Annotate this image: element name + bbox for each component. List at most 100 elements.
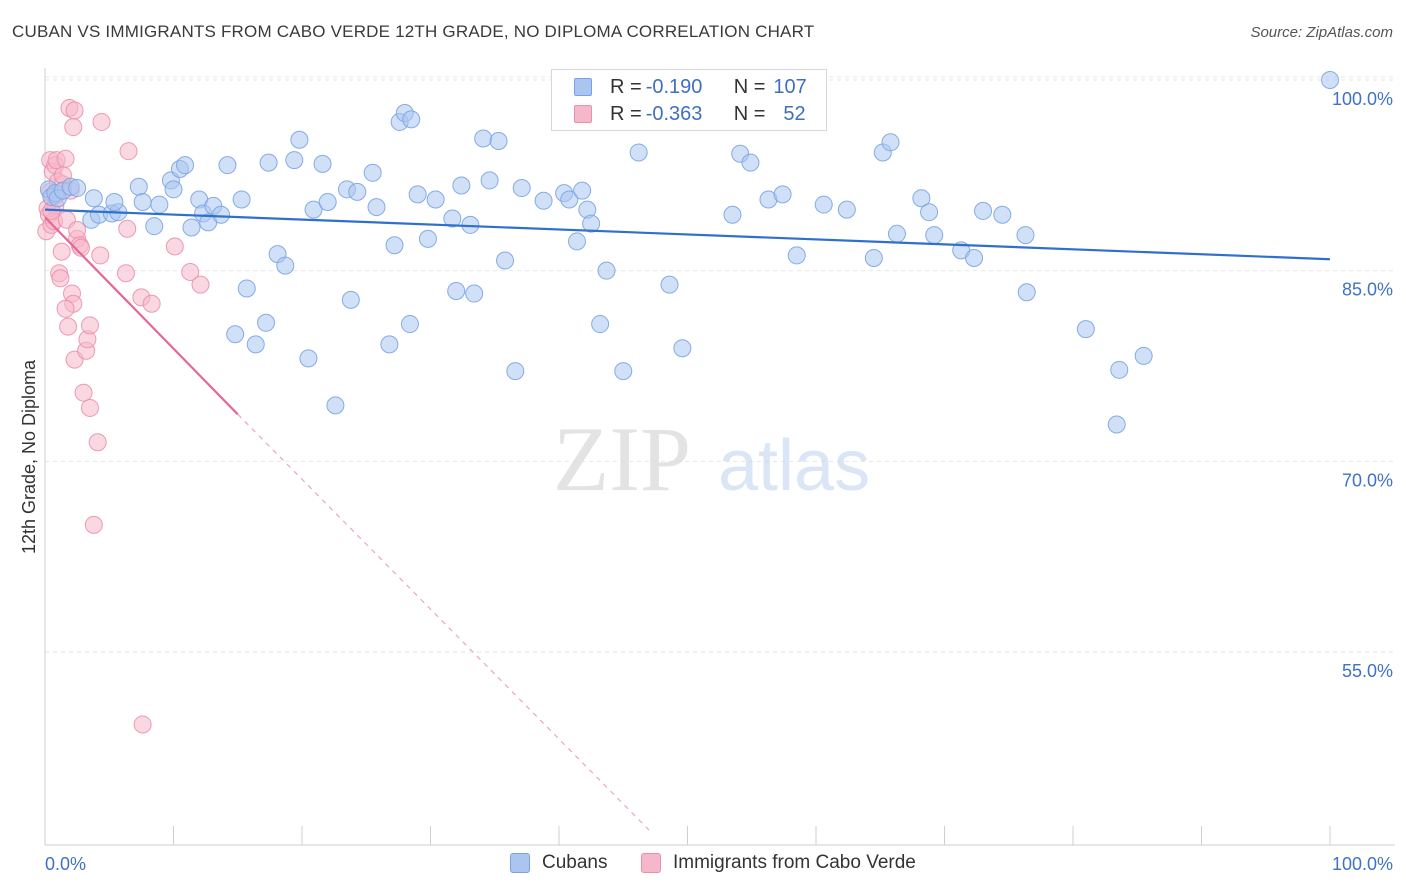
legend-swatch-cubans bbox=[510, 853, 530, 873]
cubans-point bbox=[150, 195, 169, 214]
cubans-point bbox=[176, 156, 195, 175]
cabo-verde-point bbox=[181, 262, 200, 281]
cabo-verde-point bbox=[68, 220, 87, 239]
cubans-point bbox=[887, 224, 906, 243]
cubans-point bbox=[164, 180, 183, 199]
cubans-point bbox=[299, 349, 318, 368]
cubans-point bbox=[380, 335, 399, 354]
cubans-point bbox=[1107, 415, 1126, 434]
watermark-zip: ZIP bbox=[553, 408, 691, 510]
cubans-point bbox=[1017, 283, 1036, 302]
cabo-verde-point bbox=[52, 242, 71, 261]
cubans-point bbox=[614, 362, 633, 381]
cubans-point bbox=[318, 193, 337, 212]
y-tick-label: 55.0% bbox=[1342, 661, 1393, 681]
cubans-point bbox=[1321, 71, 1339, 89]
cubans-point bbox=[506, 362, 525, 381]
cubans-point bbox=[1016, 226, 1035, 245]
cubans-point bbox=[993, 205, 1012, 224]
legend-swatch-cubans bbox=[574, 78, 592, 96]
cubans-point bbox=[402, 110, 421, 129]
cabo-verde-point bbox=[51, 269, 70, 288]
cubans-point bbox=[385, 236, 404, 255]
r-value: -0.190 bbox=[645, 75, 703, 98]
cabo-verde-point bbox=[142, 294, 161, 313]
r-label: R = bbox=[610, 102, 642, 125]
cubans-point bbox=[133, 193, 152, 212]
cubans-point bbox=[348, 182, 367, 201]
watermark: ZIP atlas bbox=[553, 408, 870, 510]
n-value: 52 bbox=[783, 102, 806, 125]
cubans-point bbox=[68, 179, 87, 198]
cabo-verde-point bbox=[74, 383, 93, 402]
cubans-point bbox=[673, 339, 692, 358]
cubans-point bbox=[367, 198, 386, 217]
cubans-point bbox=[741, 153, 760, 172]
cubans-point bbox=[496, 251, 515, 270]
cabo-verde-point bbox=[119, 142, 138, 161]
grid-lines bbox=[45, 76, 1395, 653]
cubans-point bbox=[226, 325, 245, 344]
cubans-point bbox=[912, 189, 931, 208]
cabo-verde-point bbox=[91, 246, 110, 265]
cubans-point bbox=[560, 190, 579, 209]
cubans-point bbox=[237, 279, 256, 298]
r-value: -0.363 bbox=[645, 102, 703, 125]
legend-item-cubans[interactable]: Cubans bbox=[510, 852, 608, 874]
series-legend: Cubans Immigrants from Cabo Verde bbox=[0, 852, 1406, 878]
cubans-point bbox=[408, 185, 427, 204]
cubans-point bbox=[582, 214, 601, 233]
cubans-point bbox=[246, 335, 265, 354]
cubans-point bbox=[290, 130, 309, 149]
n-value: 107 bbox=[773, 75, 807, 98]
cabo-verde-trend-line bbox=[44, 216, 239, 416]
cubans-point bbox=[465, 284, 484, 303]
cabo-verde-point bbox=[64, 118, 83, 137]
cubans-point bbox=[232, 190, 251, 209]
cubans-points bbox=[39, 71, 1339, 434]
cubans-point bbox=[341, 290, 360, 309]
cubans-point bbox=[534, 191, 553, 210]
cabo-verde-point bbox=[56, 299, 75, 318]
cubans-point bbox=[881, 133, 900, 152]
y-axis-label: 12th Grade, No Diploma bbox=[19, 359, 39, 554]
cabo-verde-point bbox=[191, 275, 210, 294]
cubans-point bbox=[773, 185, 792, 204]
cubans-point bbox=[400, 315, 419, 334]
source-label: Source: ZipAtlas.com bbox=[1250, 24, 1393, 41]
cubans-point bbox=[276, 256, 295, 275]
cubans-point bbox=[474, 129, 493, 148]
cubans-point bbox=[218, 156, 237, 175]
cubans-point bbox=[452, 176, 471, 195]
cabo-verde-point bbox=[71, 238, 90, 257]
cabo-verde-point bbox=[65, 101, 84, 120]
cubans-point bbox=[925, 226, 944, 245]
cubans-point bbox=[443, 209, 462, 228]
cabo-verde-point bbox=[80, 316, 99, 335]
y-tick-label: 100.0% bbox=[1332, 89, 1393, 109]
cubans-point bbox=[567, 232, 586, 251]
cabo-verde-point bbox=[80, 398, 99, 417]
cabo-verde-point bbox=[56, 149, 75, 168]
cubans-point bbox=[105, 193, 124, 212]
stats-legend: R = -0.190 N = 107 R = -0.363 N = 52 bbox=[551, 69, 827, 131]
legend-item-cabo-verde[interactable]: Immigrants from Cabo Verde bbox=[641, 852, 916, 874]
cabo-verde-point bbox=[92, 112, 111, 131]
cubans-point bbox=[326, 396, 345, 415]
x-tick-label: 0.0% bbox=[45, 854, 86, 874]
r-label: R = bbox=[610, 75, 642, 98]
y-tick-label: 70.0% bbox=[1342, 470, 1393, 490]
cubans-point bbox=[814, 195, 833, 214]
cubans-point bbox=[212, 205, 231, 224]
cabo-verde-trend-extension bbox=[237, 413, 650, 831]
n-label: N = bbox=[733, 75, 766, 98]
y-tick-label: 85.0% bbox=[1342, 280, 1393, 300]
cabo-verde-point bbox=[84, 515, 103, 534]
tick-labels: 55.0% 70.0% 85.0% 100.0% 0.0% 100.0% bbox=[45, 89, 1393, 874]
cubans-trend-line bbox=[44, 208, 1331, 261]
cubans-point bbox=[723, 205, 742, 224]
cabo-verde-point bbox=[88, 433, 107, 452]
cubans-point bbox=[304, 200, 323, 219]
cubans-point bbox=[363, 163, 382, 182]
